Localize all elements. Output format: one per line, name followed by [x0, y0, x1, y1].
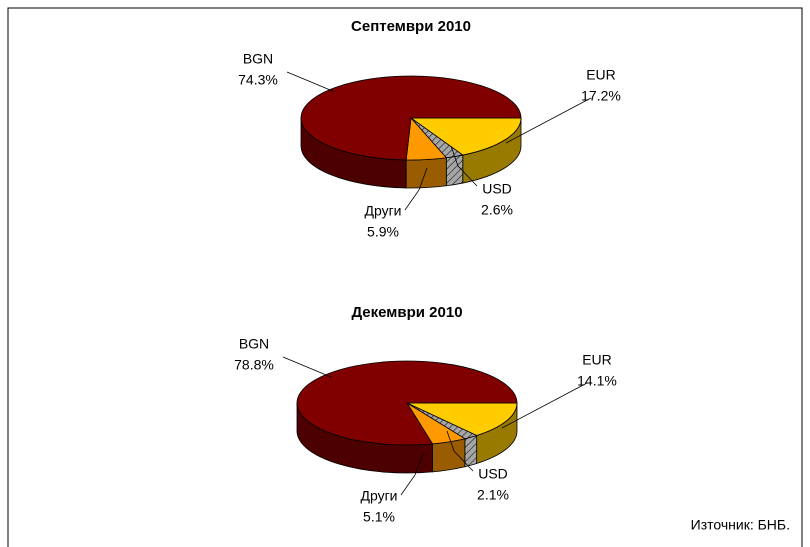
chart-title: Септември 2010 — [351, 18, 471, 35]
slice-label: EUR — [586, 67, 616, 83]
slice-label: BGN — [243, 51, 273, 67]
slice-value-label: 78.8% — [234, 357, 274, 373]
slice-label: Други — [364, 203, 401, 219]
source-note: Източник: БНБ. — [691, 517, 790, 533]
leader-line — [404, 167, 428, 211]
slice-label: BGN — [239, 336, 269, 352]
slice — [406, 402, 518, 436]
slice-side — [405, 157, 447, 189]
slice — [300, 75, 522, 161]
slice-value-label: 2.1% — [477, 487, 509, 503]
slice — [409, 117, 522, 156]
slice-label: USD — [478, 466, 508, 482]
leader-line — [501, 382, 588, 429]
frame — [7, 7, 803, 547]
leader-line — [446, 430, 474, 472]
leader-line — [286, 71, 336, 93]
leader-line — [282, 356, 332, 378]
slice-label: USD — [482, 181, 512, 197]
slice-value-label: 5.9% — [367, 224, 399, 240]
slice-side — [445, 154, 464, 187]
slice-label: EUR — [582, 352, 612, 368]
slice-value-label: 2.6% — [481, 202, 513, 218]
slice-value-label: 17.2% — [581, 88, 621, 104]
leader-line — [450, 145, 478, 187]
slice-label: Други — [360, 488, 397, 504]
slice-value-label: 74.3% — [238, 72, 278, 88]
slice — [296, 360, 518, 446]
leader-line — [505, 97, 592, 144]
chart-title: Декември 2010 — [351, 304, 462, 321]
slice-value-label: 14.1% — [577, 373, 617, 389]
slice-side — [464, 434, 478, 468]
leader-line — [400, 452, 424, 496]
slice-value-label: 5.1% — [363, 509, 395, 525]
